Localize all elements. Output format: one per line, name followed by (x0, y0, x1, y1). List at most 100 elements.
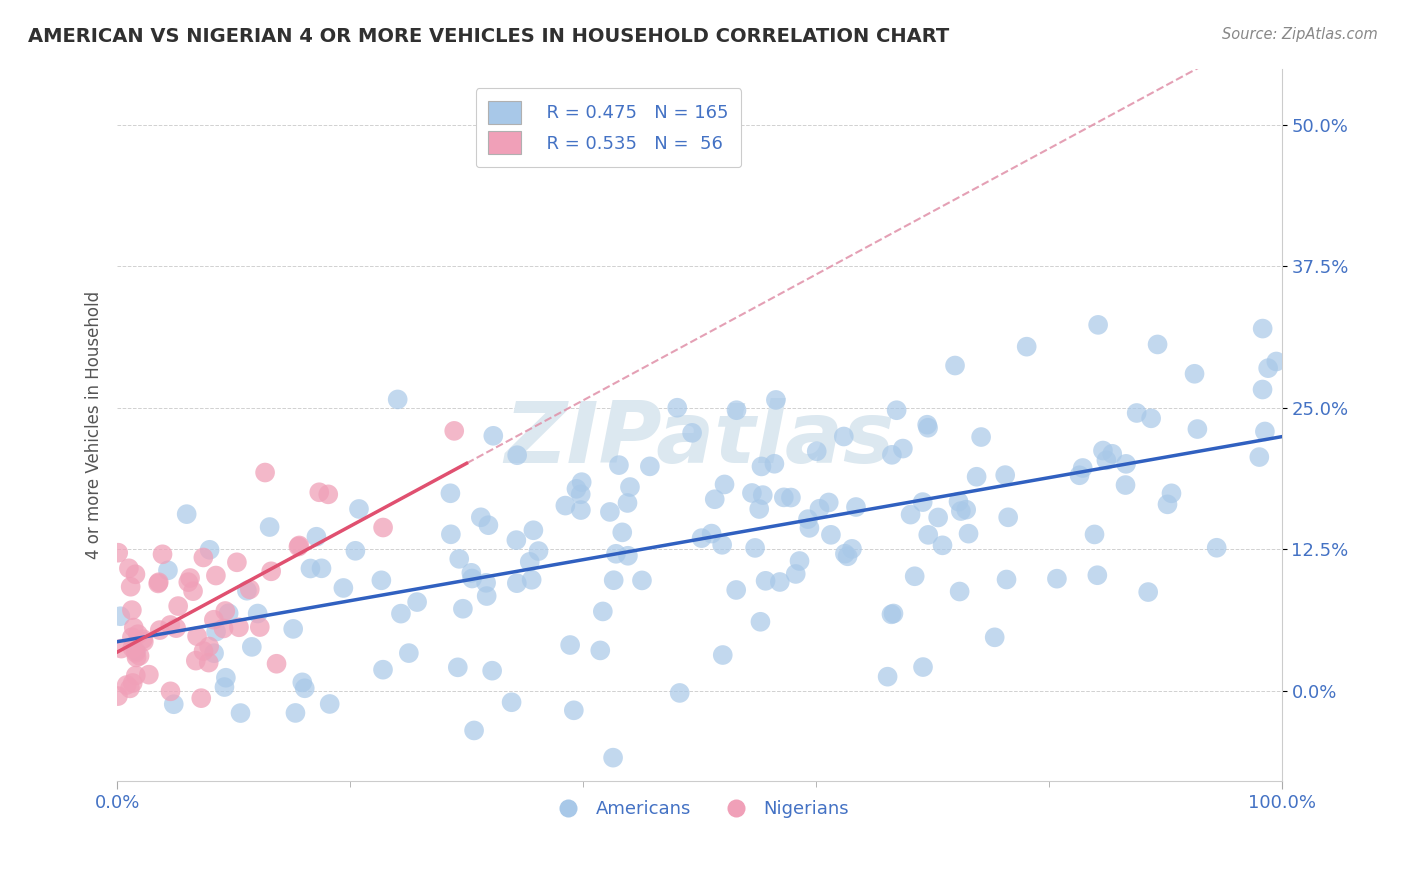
Point (948, 494, 970, 508)
Point (202, 613, 225, 627)
Point (477, 518, 499, 533)
Point (124, 567, 146, 582)
Point (260, 564, 283, 578)
Point (214, 604, 236, 618)
Text: Source: ZipAtlas.com: Source: ZipAtlas.com (1222, 27, 1378, 42)
Legend: Americans, Nigerians: Americans, Nigerians (543, 793, 856, 825)
Point (159, 684, 181, 698)
Point (527, 544, 550, 558)
Point (398, 646, 420, 660)
Point (834, 547, 856, 561)
Point (841, 541, 863, 556)
Point (439, 486, 461, 500)
Point (443, 424, 465, 438)
Point (239, 582, 262, 597)
Point (294, 681, 316, 696)
Point (167, 599, 190, 613)
Point (1137, 585, 1160, 599)
Point (121, 640, 143, 655)
Point (617, 549, 640, 563)
Point (1205, 541, 1227, 555)
Point (1249, 450, 1271, 464)
Point (917, 528, 939, 542)
Point (911, 660, 934, 674)
Point (1087, 318, 1109, 332)
Point (110, 609, 132, 624)
Point (506, 448, 529, 462)
Point (957, 526, 980, 541)
Point (110, 641, 132, 656)
Text: AMERICAN VS NIGERIAN 4 OR MORE VEHICLES IN HOUSEHOLD CORRELATION CHART: AMERICAN VS NIGERIAN 4 OR MORE VEHICLES … (28, 27, 949, 45)
Point (755, 574, 778, 588)
Point (308, 485, 330, 500)
Point (752, 488, 775, 502)
Point (789, 554, 811, 568)
Point (711, 648, 734, 662)
Point (176, 507, 198, 521)
Point (190, 691, 212, 706)
Point (146, 576, 169, 591)
Point (475, 589, 498, 603)
Point (589, 643, 612, 657)
Point (451, 601, 474, 615)
Point (876, 670, 898, 684)
Point (769, 574, 792, 589)
Point (605, 547, 627, 561)
Text: ZIPatlas: ZIPatlas (505, 398, 894, 481)
Point (612, 525, 634, 540)
Point (181, 584, 204, 599)
Point (806, 444, 828, 458)
Point (765, 392, 787, 407)
Point (891, 442, 914, 456)
Point (215, 671, 238, 685)
Point (602, 573, 624, 587)
Point (616, 496, 638, 510)
Point (748, 502, 770, 516)
Point (917, 420, 939, 434)
Point (1083, 527, 1105, 541)
Point (569, 503, 592, 517)
Point (607, 458, 630, 472)
Point (506, 576, 529, 591)
Point (344, 543, 367, 558)
Point (125, 650, 148, 665)
Point (440, 527, 463, 541)
Point (132, 632, 155, 647)
Point (1015, 340, 1038, 354)
Point (949, 584, 972, 599)
Point (1254, 425, 1277, 439)
Point (970, 430, 993, 444)
Point (461, 572, 484, 586)
Point (690, 531, 713, 545)
Point (927, 510, 949, 524)
Point (127, 627, 149, 641)
Point (122, 621, 145, 635)
Point (107, 546, 129, 560)
Point (266, 657, 288, 671)
Point (505, 533, 527, 548)
Point (808, 501, 831, 516)
Point (949, 504, 972, 518)
Point (447, 660, 470, 674)
Point (995, 573, 1018, 587)
Point (107, 689, 129, 703)
Point (749, 615, 772, 629)
Point (159, 618, 181, 632)
Point (785, 566, 807, 581)
Point (820, 528, 842, 542)
Point (522, 523, 544, 537)
Point (118, 561, 141, 575)
Point (165, 621, 187, 635)
Point (120, 580, 142, 594)
Point (569, 487, 592, 501)
Point (156, 563, 179, 577)
Point (772, 491, 794, 505)
Point (886, 403, 908, 417)
Point (703, 492, 725, 507)
Point (1265, 354, 1288, 368)
Point (198, 640, 221, 654)
Point (1160, 486, 1182, 500)
Point (1146, 337, 1168, 351)
Point (246, 607, 269, 621)
Point (1125, 406, 1147, 420)
